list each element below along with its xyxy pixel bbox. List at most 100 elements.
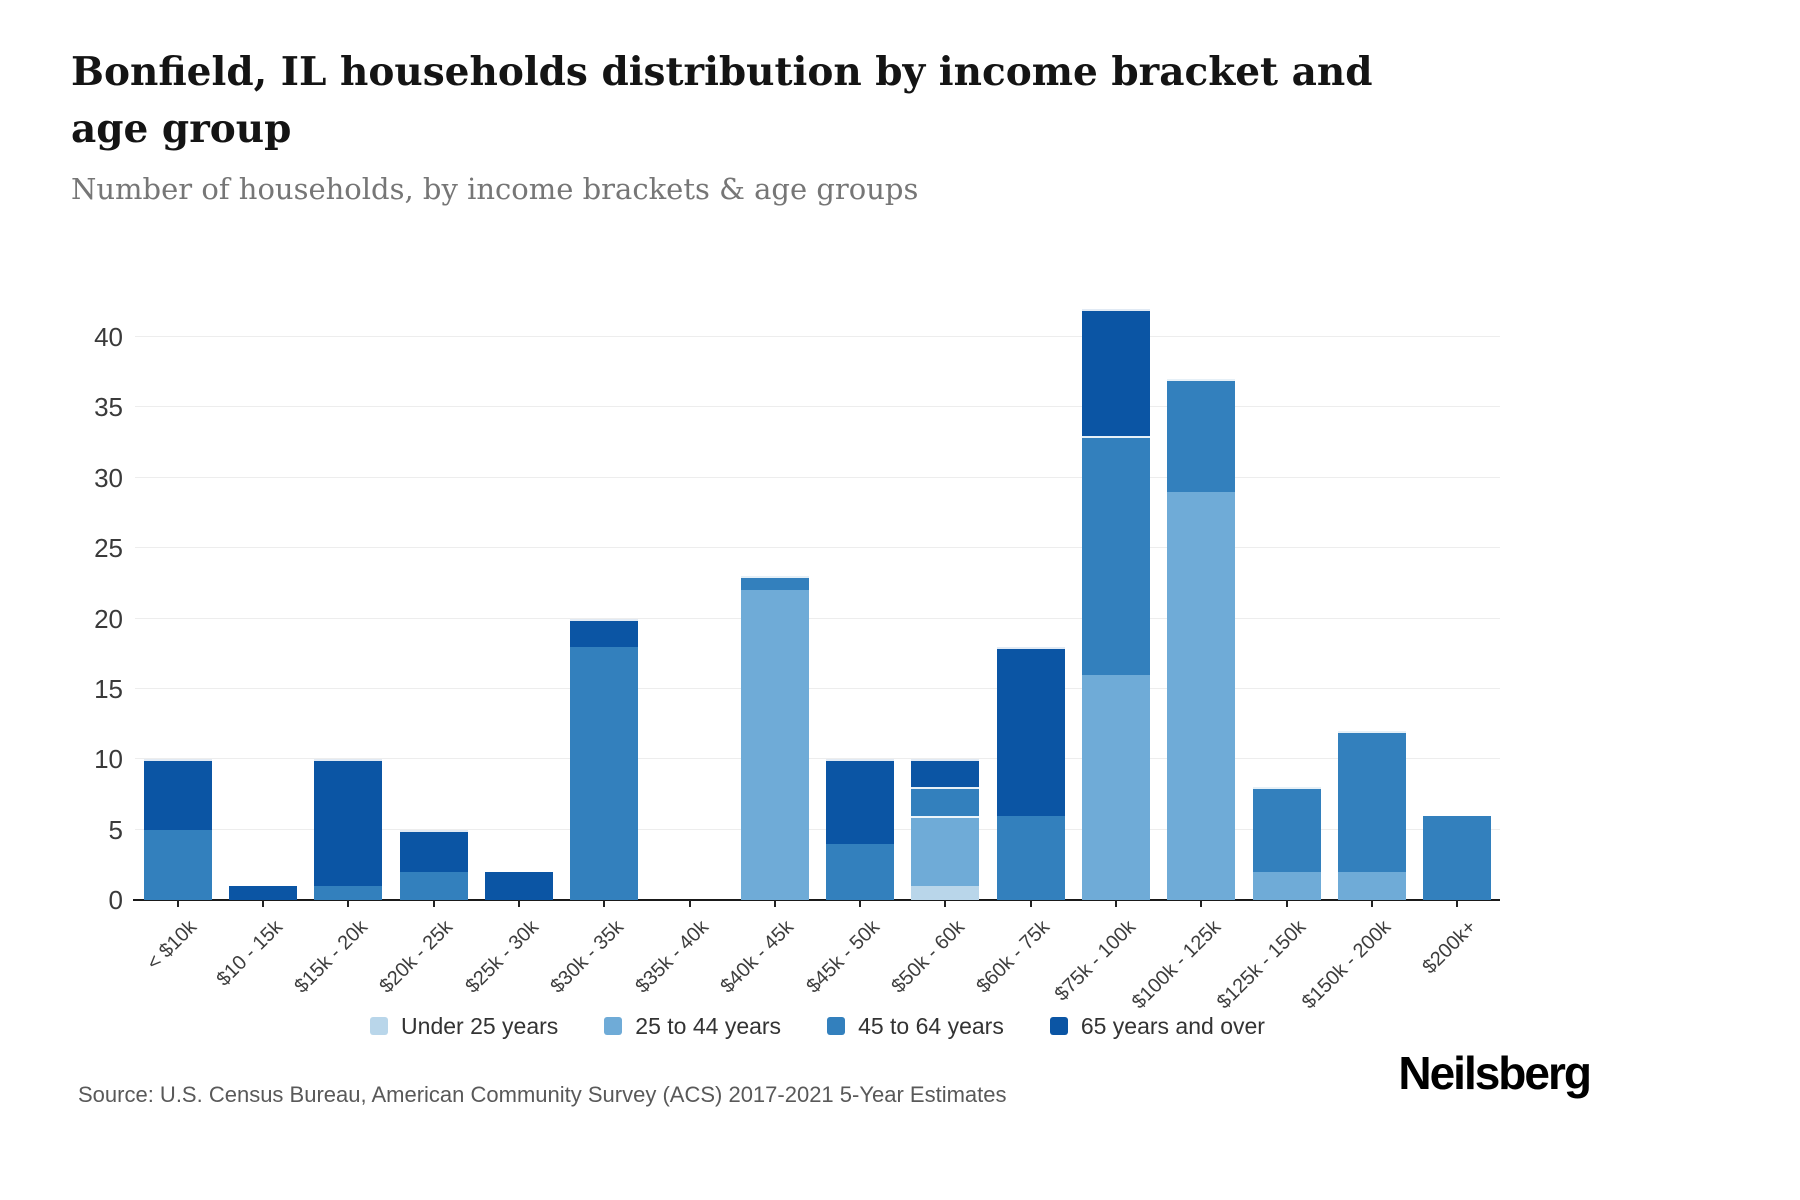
- y-axis-tick-label: 20: [94, 603, 123, 634]
- legend-label: 65 years and over: [1080, 1013, 1265, 1039]
- x-axis-category-label: $60k - 75k: [972, 916, 1055, 998]
- bar-segment[interactable]: [314, 759, 383, 886]
- x-axis-tick: [176, 900, 179, 907]
- x-axis-tick: [1285, 900, 1288, 907]
- x-axis-tick: [859, 900, 862, 907]
- x-axis-category-label: $20k - 25k: [375, 916, 458, 998]
- x-axis-tick: [1115, 900, 1118, 907]
- x-axis-line: [133, 899, 1500, 901]
- legend-item[interactable]: Under 25 years: [370, 1012, 558, 1040]
- bar-segment[interactable]: [996, 815, 1065, 900]
- bar-segment[interactable]: [1252, 871, 1321, 900]
- bar-segment[interactable]: [1167, 379, 1236, 492]
- legend-label: 25 to 44 years: [635, 1013, 782, 1039]
- gridline: [135, 406, 1500, 408]
- x-axis-category-label: < $10k: [142, 916, 202, 975]
- x-axis-tick: [1029, 900, 1032, 907]
- x-axis-category-label: $45k - 50k: [802, 916, 884, 998]
- bar-segment[interactable]: [399, 871, 468, 900]
- neilsberg-logo: Neilsberg: [1398, 1047, 1592, 1099]
- bar-segment[interactable]: [1252, 787, 1321, 872]
- x-axis-tick: [688, 900, 691, 907]
- bar-segment[interactable]: [228, 885, 297, 900]
- gridline: [135, 828, 1500, 830]
- y-axis-tick-label: 5: [108, 814, 123, 845]
- legend-swatch: [1049, 1017, 1068, 1035]
- bar-segment[interactable]: [911, 815, 980, 886]
- chart-title: Bonfield, IL households distribution by …: [71, 49, 1373, 152]
- bar-segment[interactable]: [826, 843, 895, 900]
- legend-item[interactable]: 65 years and over: [1049, 1012, 1265, 1040]
- legend-item[interactable]: 45 to 64 years: [827, 1012, 1004, 1040]
- bar-segment[interactable]: [1338, 731, 1407, 872]
- bar-segment[interactable]: [570, 618, 639, 647]
- x-axis-tick: [261, 900, 264, 907]
- chart-subtitle: Number of households, by income brackets…: [71, 172, 919, 206]
- gridline: [135, 336, 1500, 337]
- y-axis-tick-label: 25: [94, 533, 123, 564]
- bar-segment[interactable]: [1338, 871, 1407, 900]
- x-axis-tick: [432, 900, 435, 907]
- plot-area: [133, 260, 1500, 907]
- bar-segment[interactable]: [1082, 674, 1151, 900]
- x-axis-tick: [1456, 900, 1459, 907]
- x-axis-tick: [1200, 900, 1203, 907]
- gridline: [135, 476, 1500, 478]
- bar-segment[interactable]: [570, 646, 639, 900]
- bar-segment[interactable]: [484, 871, 553, 900]
- y-axis-tick-label: 10: [94, 744, 123, 775]
- y-axis-tick-label: 35: [94, 392, 123, 423]
- legend-swatch: [827, 1017, 846, 1035]
- y-axis-tick-label: 0: [108, 885, 123, 915]
- x-axis-category-label: $50k - 60k: [887, 916, 970, 998]
- x-axis-category-label: $40k - 45k: [716, 916, 799, 998]
- legend-label: Under 25 years: [401, 1013, 559, 1039]
- bar-segment[interactable]: [143, 759, 212, 830]
- x-axis-category-label: $15k - 20k: [290, 916, 372, 998]
- bar-segment[interactable]: [911, 759, 980, 788]
- bar-segment[interactable]: [143, 829, 212, 900]
- x-axis-tick: [517, 900, 520, 907]
- x-axis-category-label: $150k - 200k: [1298, 916, 1396, 1014]
- x-axis-tick: [773, 900, 776, 907]
- x-axis-category-label: $10 - 15k: [212, 916, 287, 991]
- bar-segment[interactable]: [314, 885, 383, 900]
- x-axis-category-label: $200k+: [1418, 916, 1481, 979]
- bar-segment[interactable]: [1082, 308, 1151, 436]
- x-axis-category-label: $125k - 150k: [1212, 916, 1311, 1014]
- gridline: [135, 687, 1500, 689]
- y-axis-tick-label: 15: [94, 673, 123, 704]
- x-axis-tick: [347, 900, 350, 907]
- x-axis-category-label: $25k - 30k: [460, 916, 543, 998]
- legend-swatch: [370, 1017, 389, 1035]
- x-axis-category-label: $30k - 35k: [546, 916, 628, 998]
- legend-swatch: [604, 1017, 623, 1035]
- x-axis-category-label: $75k - 100k: [1050, 916, 1140, 1006]
- x-axis-tick: [1371, 900, 1374, 907]
- bar-segment[interactable]: [740, 576, 809, 591]
- x-axis-category-label: $35k - 40k: [631, 916, 714, 998]
- bar-segment[interactable]: [399, 829, 468, 872]
- bar-segment[interactable]: [826, 759, 895, 844]
- bar-segment[interactable]: [1167, 491, 1236, 900]
- x-axis-category-label: $100k - 125k: [1127, 916, 1225, 1014]
- bar-segment[interactable]: [996, 646, 1065, 816]
- bar-segment[interactable]: [911, 885, 980, 900]
- legend: Under 25 years 25 to 44 years 45 to 64 yea…: [135, 1012, 1500, 1040]
- x-axis-tick: [944, 900, 947, 907]
- source-note: Source: U.S. Census Bureau, American Com…: [78, 1082, 1007, 1107]
- y-axis-tick-label: 40: [94, 322, 123, 352]
- legend-item[interactable]: 25 to 44 years: [604, 1012, 781, 1040]
- gridline: [135, 758, 1500, 760]
- gridline: [135, 547, 1500, 549]
- legend-label: 45 to 64 years: [858, 1013, 1004, 1039]
- bar-segment[interactable]: [740, 590, 809, 900]
- gridline: [135, 617, 1500, 619]
- bar-segment[interactable]: [911, 787, 980, 816]
- x-axis-tick: [603, 900, 606, 907]
- bar-segment[interactable]: [1423, 815, 1492, 900]
- y-axis-tick-label: 30: [94, 462, 123, 493]
- bar-segment[interactable]: [1082, 435, 1151, 675]
